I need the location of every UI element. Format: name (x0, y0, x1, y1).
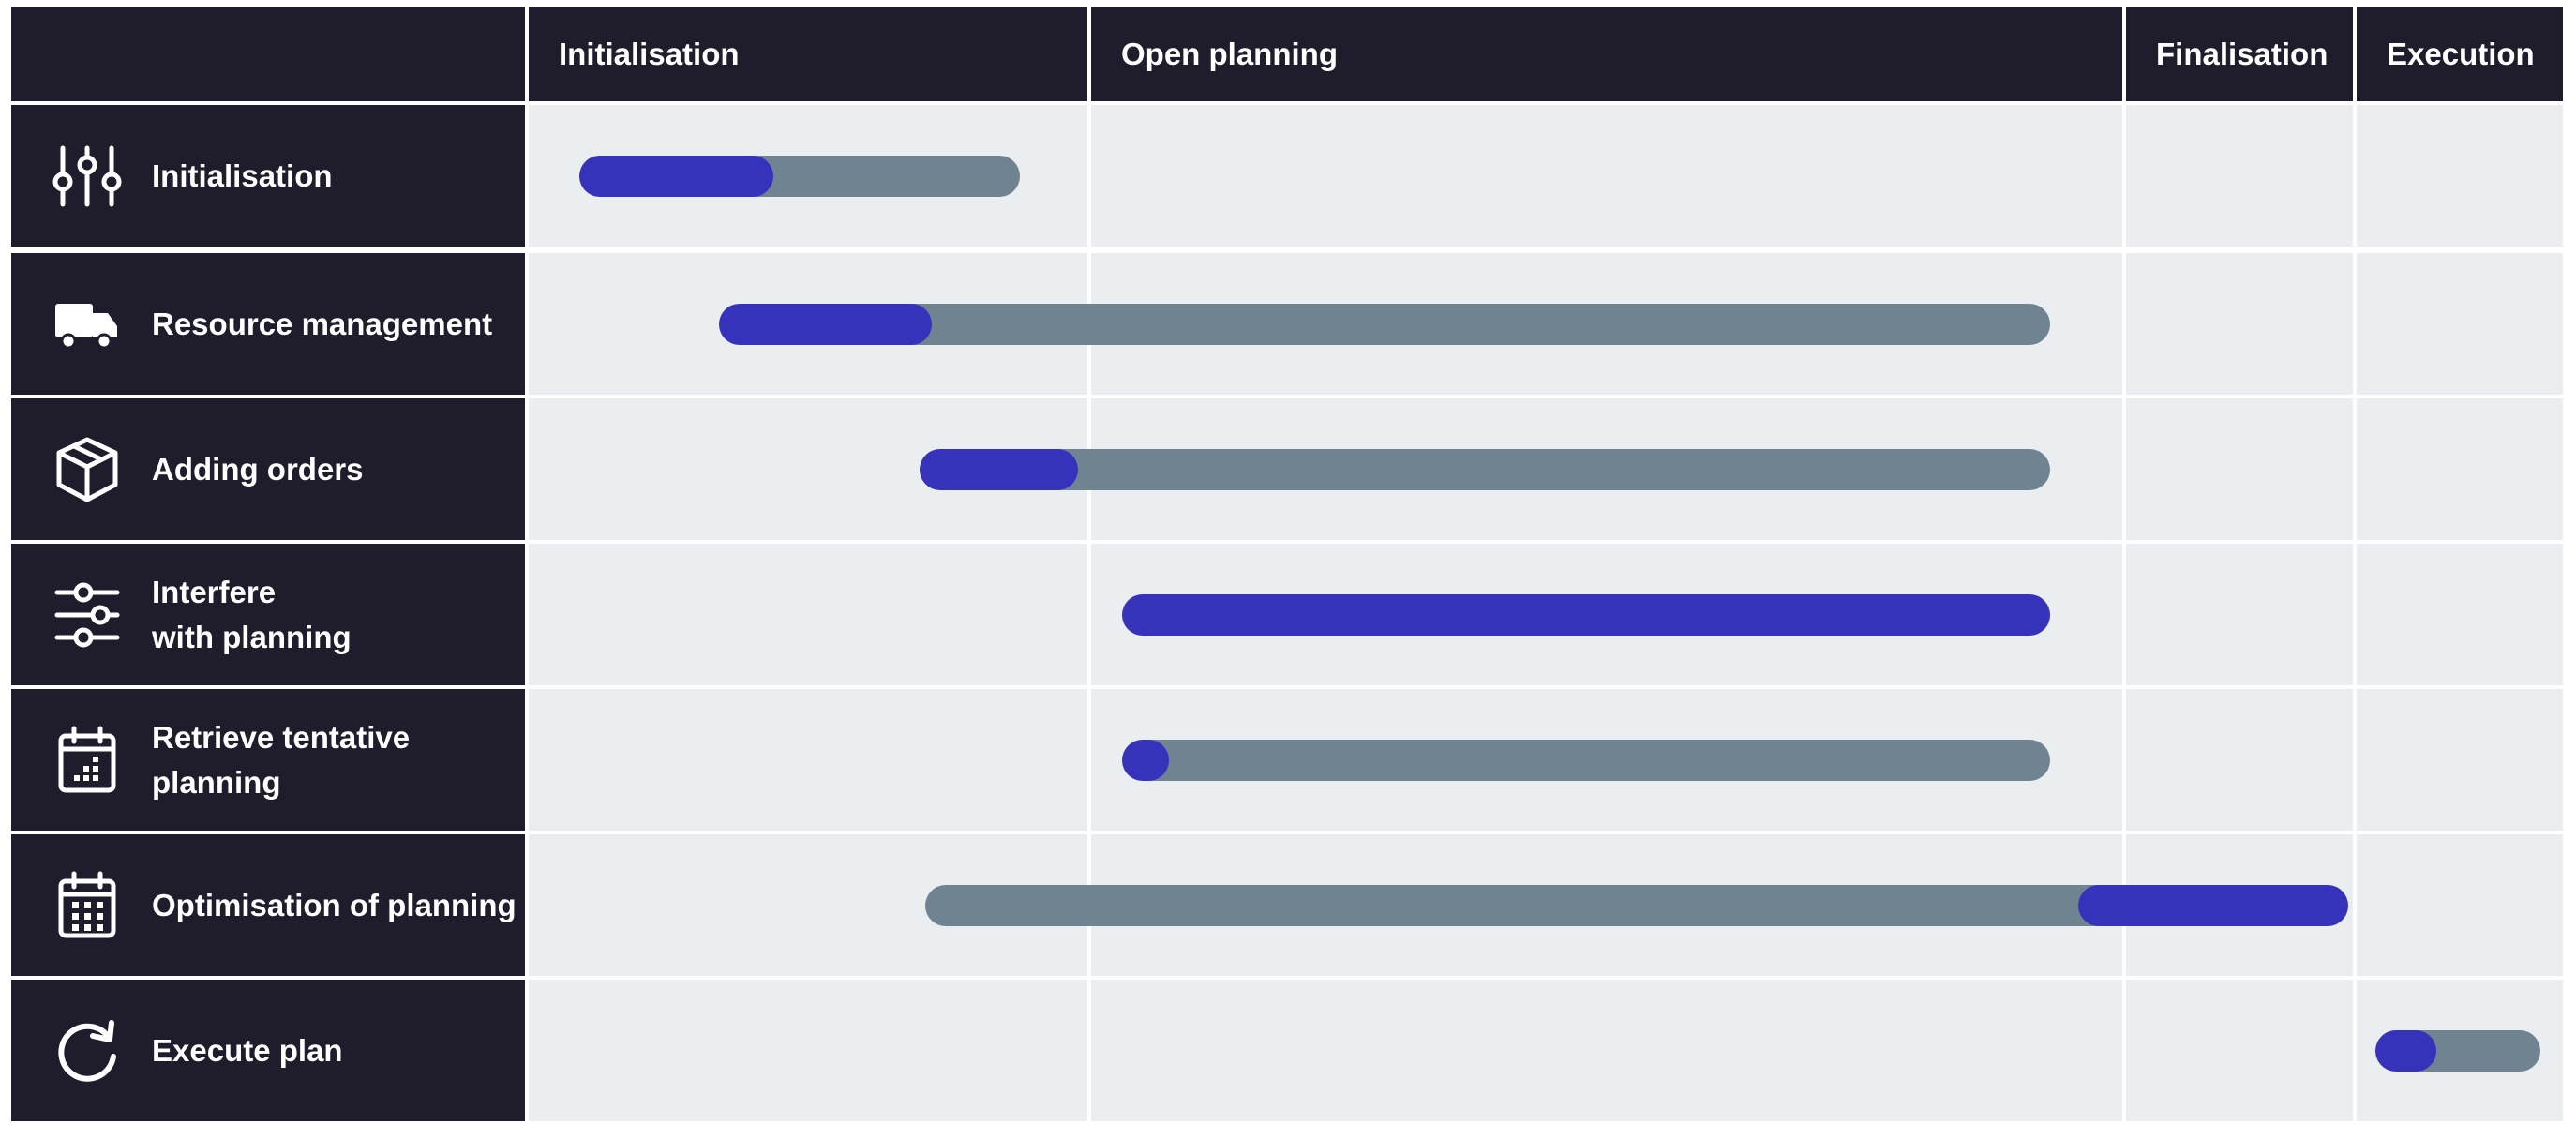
phase-header-3: Finalisation (2126, 7, 2353, 101)
task-bar-track (925, 884, 2349, 926)
task-progress-fill (1122, 593, 2050, 636)
phase-header-label: Execution (2387, 37, 2535, 71)
task-progress-fill (1122, 739, 1169, 781)
task-label-text: Adding orders (152, 451, 364, 487)
task-label-7: Execute plan (11, 980, 525, 1121)
phase-cell (2357, 544, 2563, 685)
task-progress-fill (2374, 1029, 2436, 1072)
phase-header-label: Finalisation (2156, 37, 2329, 71)
phase-cell (2126, 544, 2353, 685)
phase-cell (2126, 980, 2353, 1121)
phase-header-label: Initialisation (559, 37, 740, 71)
phase-header-2: Open planning (1091, 7, 2122, 101)
task-progress-fill (2077, 884, 2349, 926)
task-bar-track (2374, 1029, 2540, 1072)
phase-cell (529, 980, 1087, 1121)
phase-cell (2357, 105, 2563, 247)
task-label-text: Retrieve tentative planning (152, 719, 411, 800)
header-corner (11, 7, 525, 101)
task-bar-track (920, 448, 2050, 490)
phase-header-label: Open planning (1121, 37, 1338, 71)
phase-cell (2357, 398, 2563, 540)
phase-cell (2126, 105, 2353, 247)
task-label-4: Interfere with planning (11, 544, 525, 685)
phase-header-4: Execution (2357, 7, 2563, 101)
task-bar-track (578, 155, 1021, 197)
phase-cell (2357, 253, 2563, 395)
task-progress-fill (578, 155, 773, 197)
task-progress-fill (920, 448, 1078, 490)
phase-cell (2126, 689, 2353, 831)
task-bar-track (1122, 739, 2050, 781)
task-label-2: Resource management (11, 253, 525, 395)
task-progress-fill (718, 303, 932, 345)
task-bar-track (1122, 593, 2050, 636)
phase-cell (2357, 689, 2563, 831)
phase-cell (2126, 398, 2353, 540)
sliders-horizontal-icon (36, 544, 139, 685)
task-label-text: Initialisation (152, 157, 333, 193)
truck-icon (36, 253, 139, 395)
refresh-icon (36, 980, 139, 1121)
phase-cell (529, 544, 1087, 685)
task-bar-track (718, 303, 2050, 345)
phase-cell (1091, 980, 2122, 1121)
task-label-text: Resource management (152, 306, 493, 341)
package-icon (36, 398, 139, 540)
task-label-text: Optimisation of planning (152, 887, 517, 922)
task-label-3: Adding orders (11, 398, 525, 540)
task-label-1: Initialisation (11, 105, 525, 247)
phase-header-1: Initialisation (529, 7, 1087, 101)
task-label-6: Optimisation of planning (11, 834, 525, 976)
phase-cell (1091, 105, 2122, 247)
task-label-5: Retrieve tentative planning (11, 689, 525, 831)
calendar-partial-icon (36, 689, 139, 831)
phase-cell (529, 689, 1087, 831)
task-label-text: Execute plan (152, 1032, 343, 1068)
sliders-vertical-icon (36, 105, 139, 247)
phase-cell (2126, 253, 2353, 395)
calendar-grid-icon (36, 834, 139, 976)
task-label-text: Interfere with planning (152, 574, 352, 654)
phase-cell (2357, 834, 2563, 976)
